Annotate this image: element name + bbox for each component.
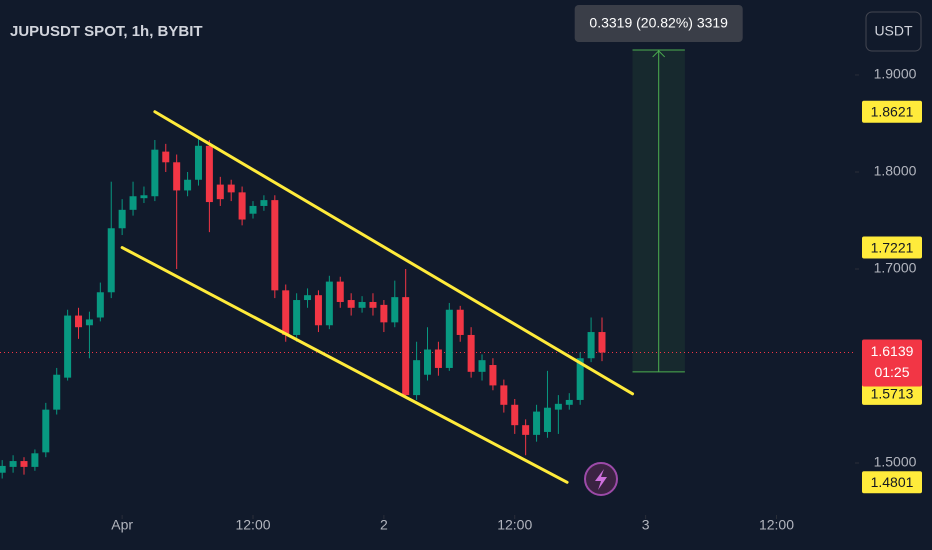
candle-body: [9, 461, 17, 467]
candle-body: [173, 162, 181, 191]
candle-body: [402, 297, 410, 396]
candle-body: [271, 200, 279, 291]
candle-body: [500, 385, 508, 405]
price-label: 1.7221: [871, 239, 914, 255]
candle-body: [445, 309, 453, 368]
candle-body: [75, 315, 83, 328]
channel-line: [120, 246, 569, 484]
last-price-label: 1.6139: [871, 343, 914, 359]
candle-body: [194, 145, 202, 180]
price-label-box: [862, 471, 922, 494]
x-tick-label: Apr: [111, 517, 133, 533]
candle-body: [31, 453, 39, 467]
candle-body: [216, 184, 224, 200]
currency-label[interactable]: USDT: [874, 23, 913, 39]
candle-body: [184, 179, 192, 191]
alert-bolt[interactable]: [595, 469, 607, 490]
candle-body: [325, 281, 333, 326]
alert-icon[interactable]: [584, 462, 618, 496]
candle-body: [522, 425, 530, 435]
candle-body: [489, 365, 497, 386]
x-tick-label: 12:00: [759, 517, 794, 533]
price-label-box: [862, 100, 922, 123]
candle-body: [533, 411, 541, 435]
candle-body: [598, 332, 606, 353]
measure-arrow-head: [652, 50, 666, 58]
candle-body: [347, 300, 355, 308]
candle-body: [20, 461, 28, 467]
candle-body: [107, 228, 115, 293]
price-label-box: [862, 382, 922, 405]
candle-body: [478, 360, 486, 372]
candle-body: [424, 349, 431, 375]
y-tick-label: 1.7000: [874, 260, 917, 276]
candle-body: [140, 195, 148, 199]
candle-body: [129, 196, 137, 210]
candle-body: [456, 309, 464, 335]
price-label-box: [862, 236, 922, 259]
candle-body: [249, 205, 257, 214]
candle-body: [336, 281, 344, 302]
candle-body: [118, 209, 126, 229]
chart-title: JUPUSDT SPOT, 1h, BYBIT: [10, 23, 203, 40]
candle-body: [85, 319, 93, 326]
channel-line: [153, 110, 635, 396]
candle-body: [413, 360, 421, 396]
candle-body: [304, 295, 312, 301]
candle-body: [64, 315, 72, 378]
candle-body: [554, 403, 562, 410]
candle-body: [260, 200, 268, 206]
candle-body: [205, 145, 213, 203]
candle-body: [391, 297, 399, 323]
y-tick-label: 1.8000: [874, 163, 917, 179]
candle-body: [314, 295, 322, 326]
candle-body: [238, 192, 246, 220]
candle-body: [162, 151, 170, 163]
candle-body: [0, 465, 6, 473]
last-price-box: [862, 339, 922, 387]
y-tick-label: 1.5000: [874, 454, 917, 470]
candle-body: [565, 399, 573, 405]
price-label: 1.4801: [871, 474, 914, 490]
countdown-label: 01:25: [874, 364, 909, 380]
x-tick-label: 12:00: [235, 517, 270, 533]
candle-body: [53, 374, 61, 410]
x-tick-label: 12:00: [497, 517, 532, 533]
candle-body: [511, 404, 519, 426]
plot: 1.5000 1.7000 1.8000 1.9000 Apr 12:00 2 12:00 3 1…: [0, 5, 922, 533]
candle-body: [576, 358, 584, 400]
candle-body: [358, 301, 366, 308]
candle-body: [380, 304, 388, 323]
y-tick-label: 1.9000: [874, 66, 917, 82]
measure-tooltip: 0.3319 (20.82%) 3319: [589, 15, 728, 31]
candle-body: [42, 409, 50, 453]
price-label: 1.5713: [871, 386, 914, 402]
x-tick-label: 2: [380, 517, 388, 533]
candle-body: [151, 149, 159, 197]
candle-body: [293, 300, 301, 335]
candle-body: [434, 349, 442, 368]
x-tick-label: 3: [642, 517, 650, 533]
candle-body: [587, 332, 595, 359]
currency-button[interactable]: USDT: [865, 11, 922, 52]
measure-tooltip-box: [574, 5, 743, 42]
currency-button-box[interactable]: [865, 11, 922, 52]
candle-body: [467, 334, 475, 372]
price-label: 1.8621: [871, 103, 914, 119]
candle-body: [369, 301, 377, 308]
candle-body: [227, 184, 235, 193]
candle-body: [96, 292, 104, 318]
candle-body: [282, 290, 290, 335]
candle-body: [543, 407, 551, 432]
